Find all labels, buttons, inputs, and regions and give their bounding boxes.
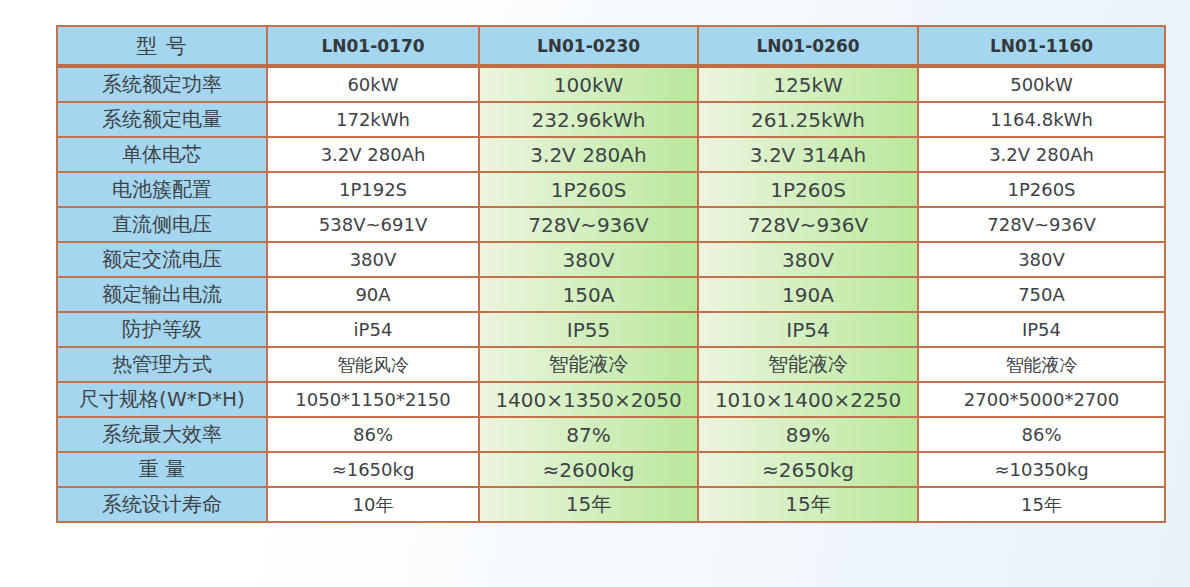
spec-cell: iP54 [267, 312, 479, 347]
spec-cell: 125kW [698, 66, 918, 102]
spec-cell: 89% [698, 417, 918, 452]
spec-cell: 1050*1150*2150 [267, 382, 479, 417]
spec-cell: 86% [267, 417, 479, 452]
spec-cell: 60kW [267, 66, 479, 102]
spec-cell: 87% [479, 417, 698, 452]
spec-cell: 90A [267, 277, 479, 312]
spec-cell: 380V [267, 242, 479, 277]
row-label: 系统设计寿命 [57, 487, 267, 522]
spec-row: 重 量≈1650kg≈2600kg≈2650kg≈10350kg [57, 452, 1165, 487]
spec-cell: 3.2V 280Ah [267, 137, 479, 172]
spec-cell: ≈2600kg [479, 452, 698, 487]
row-label: 系统额定功率 [57, 66, 267, 102]
row-label: 防护等级 [57, 312, 267, 347]
row-label: 系统额定电量 [57, 102, 267, 137]
spec-cell: 10年 [267, 487, 479, 522]
row-label: 额定交流电压 [57, 242, 267, 277]
spec-cell: 3.2V 280Ah [479, 137, 698, 172]
spec-cell: ≈2650kg [698, 452, 918, 487]
row-label: 额定输出电流 [57, 277, 267, 312]
spec-cell: 15年 [479, 487, 698, 522]
spec-row: 单体电芯3.2V 280Ah3.2V 280Ah3.2V 314Ah3.2V 2… [57, 137, 1165, 172]
spec-cell: 380V [918, 242, 1165, 277]
row-label: 热管理方式 [57, 347, 267, 382]
spec-row: 系统额定功率60kW100kW125kW500kW [57, 66, 1165, 102]
spec-cell: 1P260S [479, 172, 698, 207]
spec-cell: 1400×1350×2050 [479, 382, 698, 417]
row-label: 电池簇配置 [57, 172, 267, 207]
model-header-ln01-0170: LN01-0170 [267, 26, 479, 66]
row-label: 重 量 [57, 452, 267, 487]
spec-table-body: 系统额定功率60kW100kW125kW500kW系统额定电量172kWh232… [57, 66, 1165, 522]
model-header-ln01-0230: LN01-0230 [479, 26, 698, 66]
spec-cell: 232.96kWh [479, 102, 698, 137]
spec-cell: 智能液冷 [918, 347, 1165, 382]
spec-table-header: 型 号 LN01-0170 LN01-0230 LN01-0260 LN01-1… [57, 26, 1165, 66]
row-label: 尺寸规格(W*D*H) [57, 382, 267, 417]
spec-cell: IP55 [479, 312, 698, 347]
spec-cell: 261.25kWh [698, 102, 918, 137]
row-label: 系统最大效率 [57, 417, 267, 452]
spec-cell: 2700*5000*2700 [918, 382, 1165, 417]
row-label: 单体电芯 [57, 137, 267, 172]
spec-cell: 150A [479, 277, 698, 312]
spec-cell: 1P260S [698, 172, 918, 207]
spec-row: 防护等级iP54IP55IP54IP54 [57, 312, 1165, 347]
spec-cell: IP54 [918, 312, 1165, 347]
spec-cell: 728V~936V [918, 207, 1165, 242]
spec-row: 系统设计寿命10年15年15年15年 [57, 487, 1165, 522]
spec-cell: 380V [698, 242, 918, 277]
spec-cell: ≈1650kg [267, 452, 479, 487]
spec-cell: IP54 [698, 312, 918, 347]
spec-cell: 538V~691V [267, 207, 479, 242]
spec-cell: 750A [918, 277, 1165, 312]
spec-row: 系统额定电量172kWh232.96kWh261.25kWh1164.8kWh [57, 102, 1165, 137]
row-label: 直流侧电压 [57, 207, 267, 242]
spec-cell: 1P260S [918, 172, 1165, 207]
spec-row: 电池簇配置1P192S1P260S1P260S1P260S [57, 172, 1165, 207]
spec-cell: 1010×1400×2250 [698, 382, 918, 417]
spec-row: 直流侧电压538V~691V728V~936V728V~936V728V~936… [57, 207, 1165, 242]
spec-row: 额定交流电压380V380V380V380V [57, 242, 1165, 277]
spec-cell: 智能风冷 [267, 347, 479, 382]
spec-cell: 智能液冷 [698, 347, 918, 382]
spec-cell: 172kWh [267, 102, 479, 137]
spec-cell: 728V~936V [479, 207, 698, 242]
spec-cell: 智能液冷 [479, 347, 698, 382]
spec-row: 系统最大效率86%87%89%86% [57, 417, 1165, 452]
model-header-ln01-1160: LN01-1160 [918, 26, 1165, 66]
spec-cell: 86% [918, 417, 1165, 452]
model-header-ln01-0260: LN01-0260 [698, 26, 918, 66]
spec-cell: 15年 [918, 487, 1165, 522]
model-column-title: 型 号 [57, 26, 267, 66]
spec-cell: 190A [698, 277, 918, 312]
spec-cell: ≈10350kg [918, 452, 1165, 487]
product-spec-table: 型 号 LN01-0170 LN01-0230 LN01-0260 LN01-1… [56, 25, 1166, 523]
spec-row: 热管理方式智能风冷智能液冷智能液冷智能液冷 [57, 347, 1165, 382]
spec-cell: 15年 [698, 487, 918, 522]
header-row: 型 号 LN01-0170 LN01-0230 LN01-0260 LN01-1… [57, 26, 1165, 66]
spec-cell: 500kW [918, 66, 1165, 102]
spec-cell: 728V~936V [698, 207, 918, 242]
spec-cell: 100kW [479, 66, 698, 102]
spec-cell: 3.2V 314Ah [698, 137, 918, 172]
spec-cell: 380V [479, 242, 698, 277]
spec-cell: 1P192S [267, 172, 479, 207]
spec-row: 额定输出电流90A150A190A750A [57, 277, 1165, 312]
spec-row: 尺寸规格(W*D*H)1050*1150*21501400×1350×20501… [57, 382, 1165, 417]
spec-cell: 1164.8kWh [918, 102, 1165, 137]
spec-cell: 3.2V 280Ah [918, 137, 1165, 172]
